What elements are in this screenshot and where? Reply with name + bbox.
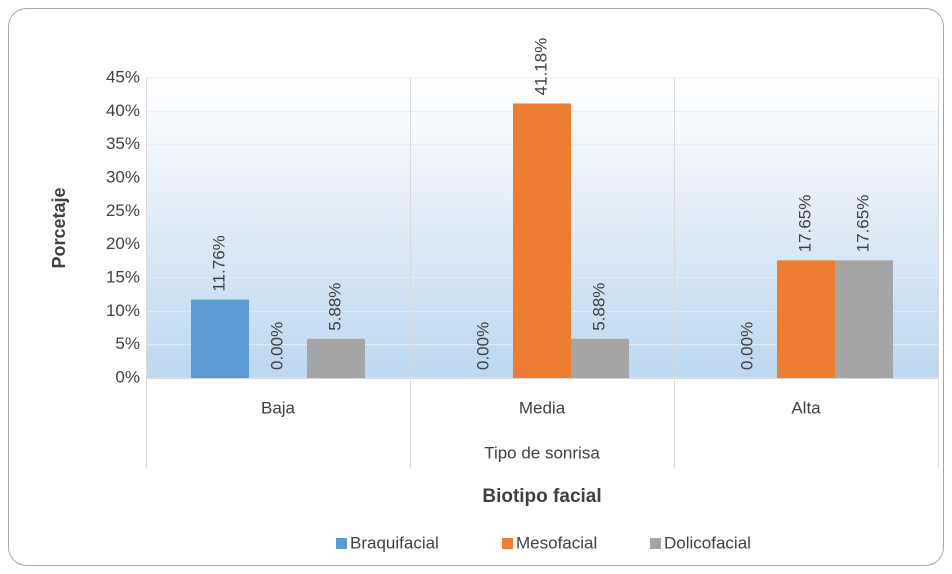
legend-swatch [502, 538, 513, 549]
data-label: 0.00% [737, 322, 756, 370]
data-label: 0.00% [267, 322, 286, 370]
y-tick-label: 30% [106, 167, 140, 186]
y-tick-label: 20% [106, 234, 140, 253]
data-label: 5.88% [325, 283, 344, 331]
data-label: 17.65% [853, 195, 872, 253]
legend-swatch [336, 538, 347, 549]
y-tick-label: 15% [106, 267, 140, 286]
x-axis-title: Tipo de sonrisa [484, 443, 600, 462]
legend-label: Dolicofacial [664, 533, 751, 552]
legend-label: Braquifacial [350, 533, 439, 552]
y-tick-label: 10% [106, 301, 140, 320]
x-tick-label: Alta [791, 398, 821, 417]
y-axis-title: Porcetaje [49, 187, 69, 268]
y-tick-label: 40% [106, 101, 140, 120]
y-tick-label: 5% [115, 334, 140, 353]
x-tick-label: Baja [261, 398, 296, 417]
y-tick-label: 35% [106, 134, 140, 153]
data-label: 0.00% [473, 322, 492, 370]
legend-label: Mesofacial [516, 533, 597, 552]
data-label: 17.65% [795, 195, 814, 253]
bar [835, 260, 893, 378]
bar [777, 260, 835, 378]
bar [513, 103, 571, 378]
y-tick-label: 0% [115, 367, 140, 386]
legend-swatch [650, 538, 661, 549]
bar [191, 299, 249, 378]
data-label: 11.76% [209, 235, 228, 291]
x-tick-label: Media [519, 398, 566, 417]
data-label: 41.18% [531, 38, 550, 96]
data-label: 5.88% [589, 283, 608, 331]
legend-title: Biotipo facial [482, 486, 601, 507]
bar [307, 338, 365, 378]
bar [571, 338, 629, 378]
y-tick-label: 25% [106, 201, 140, 220]
y-tick-label: 45% [106, 67, 140, 86]
